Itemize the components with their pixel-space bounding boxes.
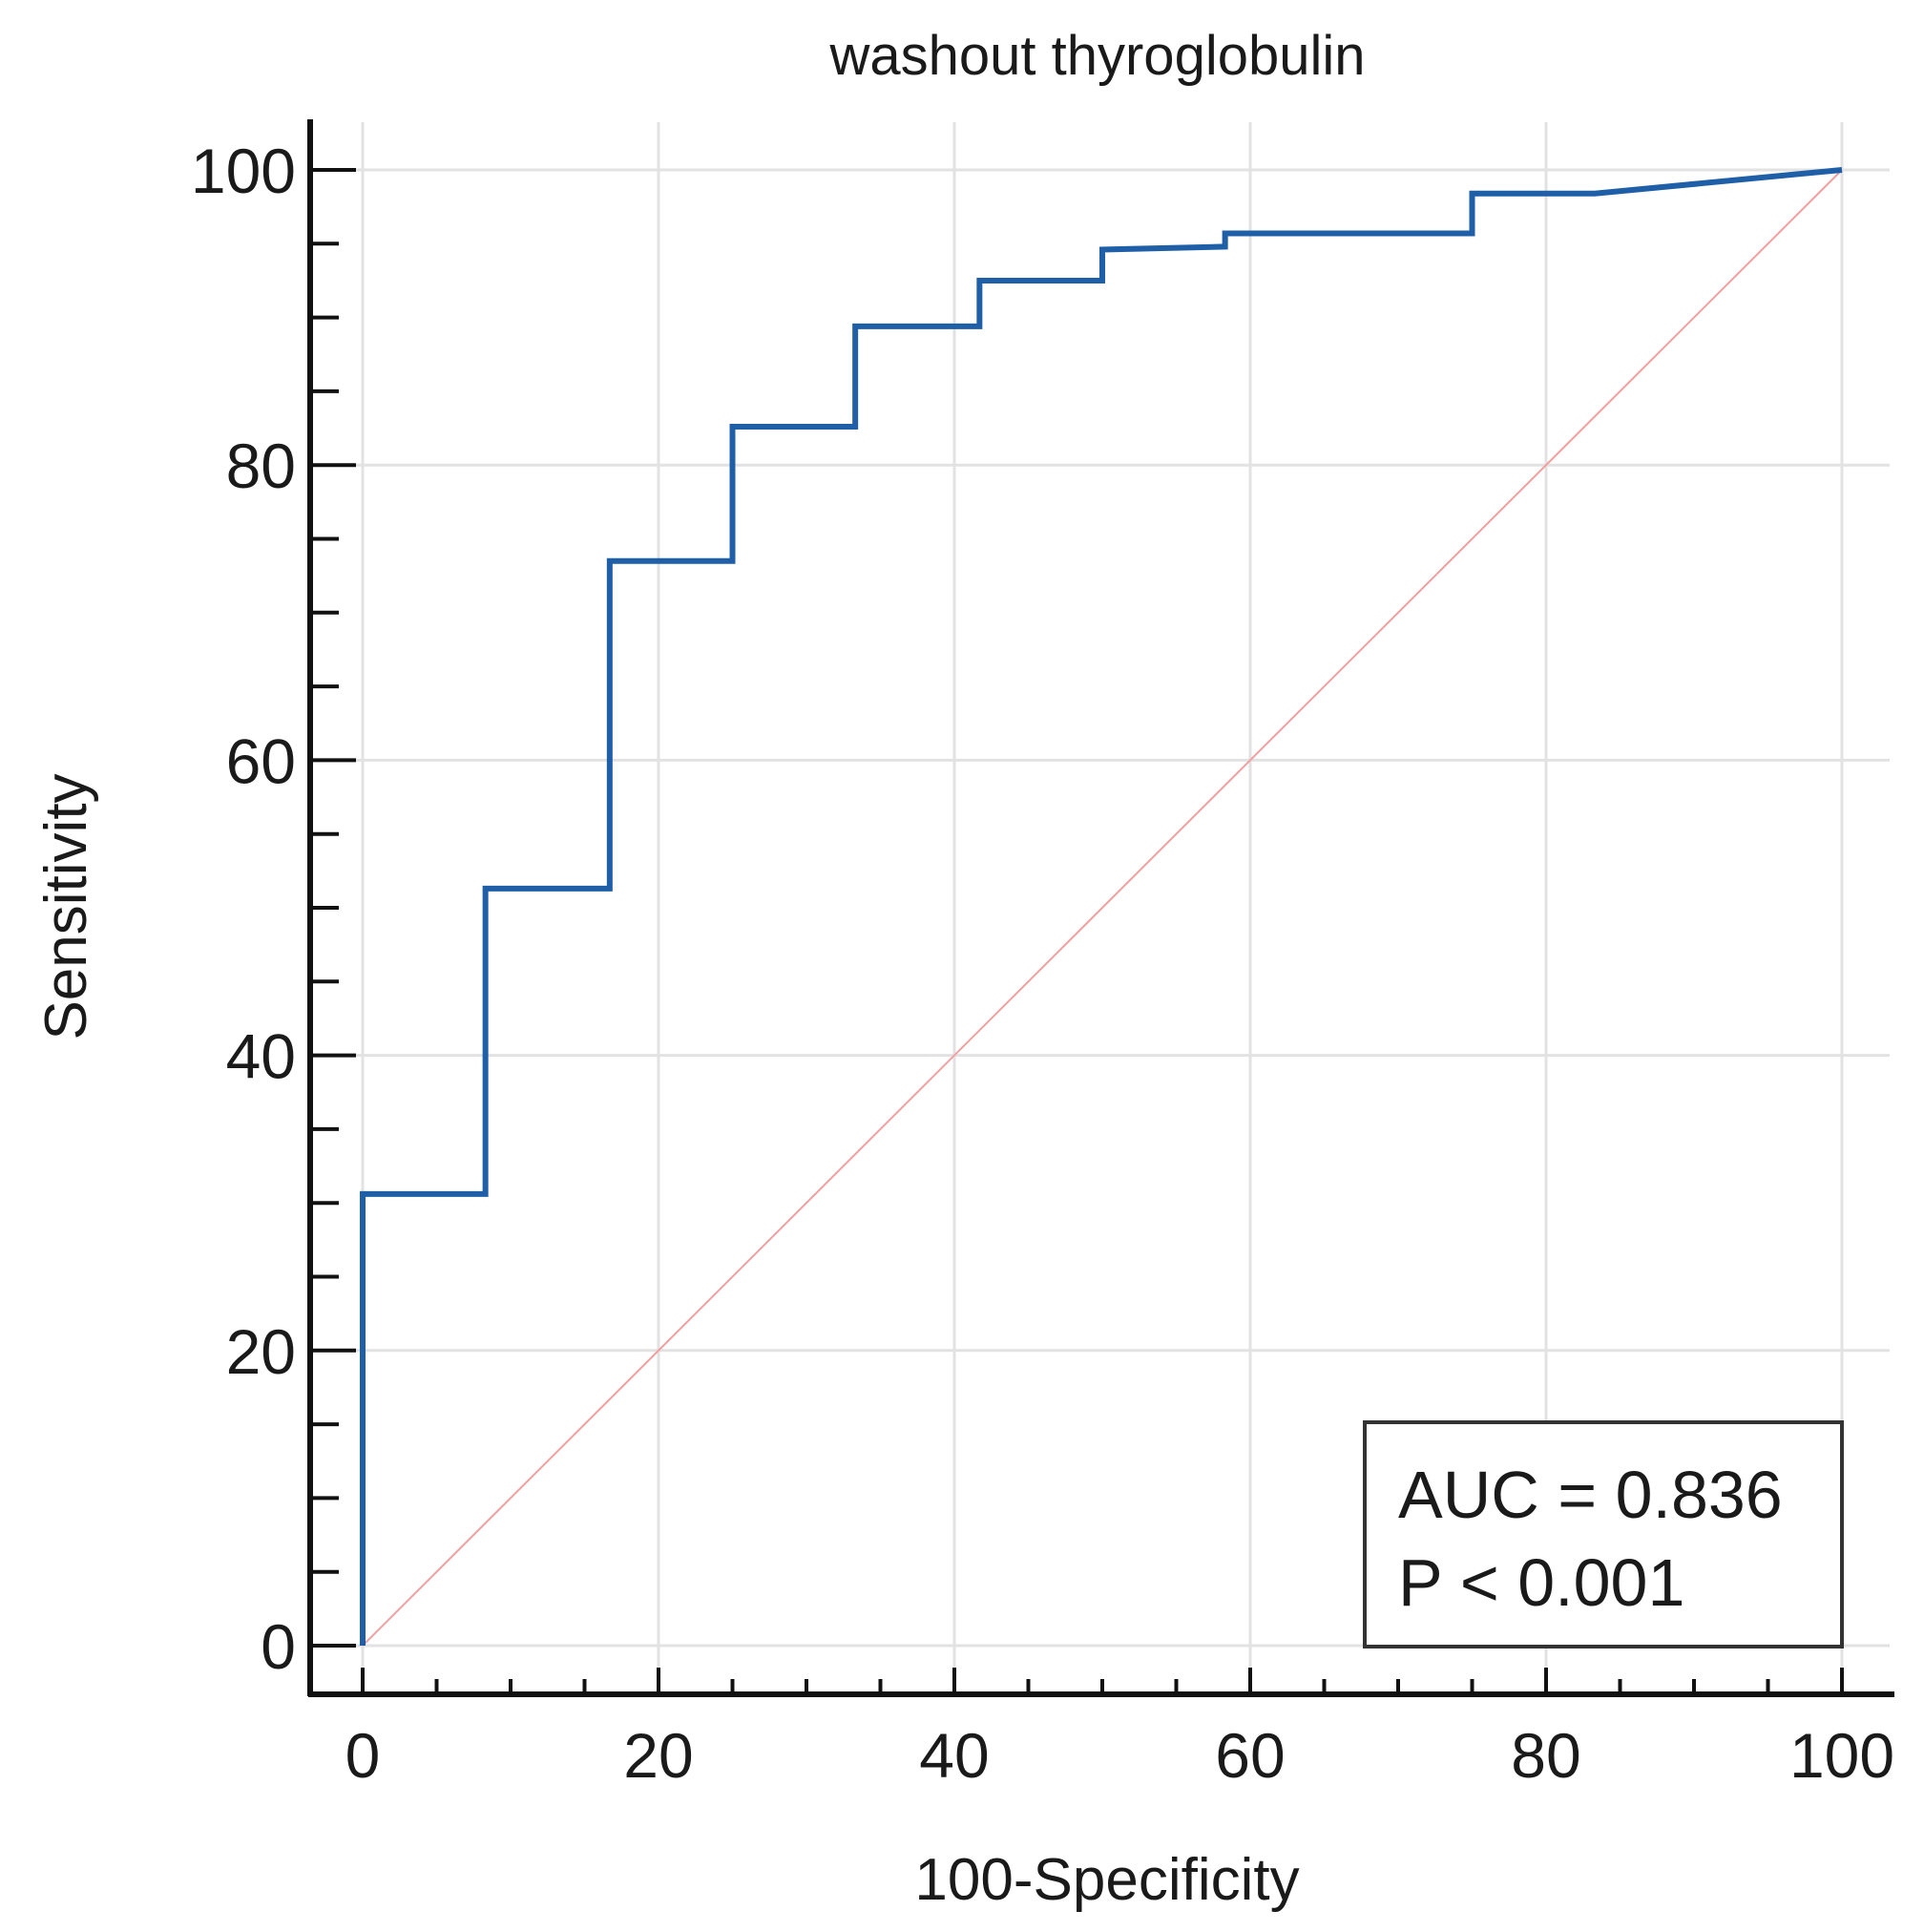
x-tick-label: 40 xyxy=(919,1720,989,1791)
x-axis-title: 100-Specificity xyxy=(914,1847,1299,1913)
auc-label: AUC = 0.836 xyxy=(1398,1458,1783,1532)
annotation-box xyxy=(1363,1420,1844,1648)
chart-title: washout thyroglobulin xyxy=(828,25,1365,87)
x-tick-label: 0 xyxy=(345,1720,381,1791)
roc-curve-line xyxy=(360,167,1843,1646)
p-value-label: P < 0.001 xyxy=(1398,1545,1684,1620)
x-tick-label: 20 xyxy=(623,1720,693,1791)
y-tick-label: 60 xyxy=(226,725,296,796)
ticks xyxy=(310,168,1844,1694)
grid xyxy=(310,122,1890,1694)
reference-diagonal-line xyxy=(362,169,1843,1647)
x-tick-label: 100 xyxy=(1789,1720,1894,1791)
y-tick-label: 20 xyxy=(226,1316,296,1387)
y-tick-label: 100 xyxy=(191,136,296,206)
y-tick-label: 80 xyxy=(226,430,296,501)
y-tick-label: 40 xyxy=(226,1021,296,1092)
y-axis-title: Sensitivity xyxy=(33,773,99,1040)
y-tick-label: 0 xyxy=(261,1611,296,1682)
x-tick-label: 80 xyxy=(1511,1720,1580,1791)
y-tick-labels: 0 20 40 60 80 100 xyxy=(191,136,296,1682)
x-tick-label: 60 xyxy=(1215,1720,1285,1791)
x-tick-labels: 0 20 40 60 80 100 xyxy=(345,1720,1894,1791)
